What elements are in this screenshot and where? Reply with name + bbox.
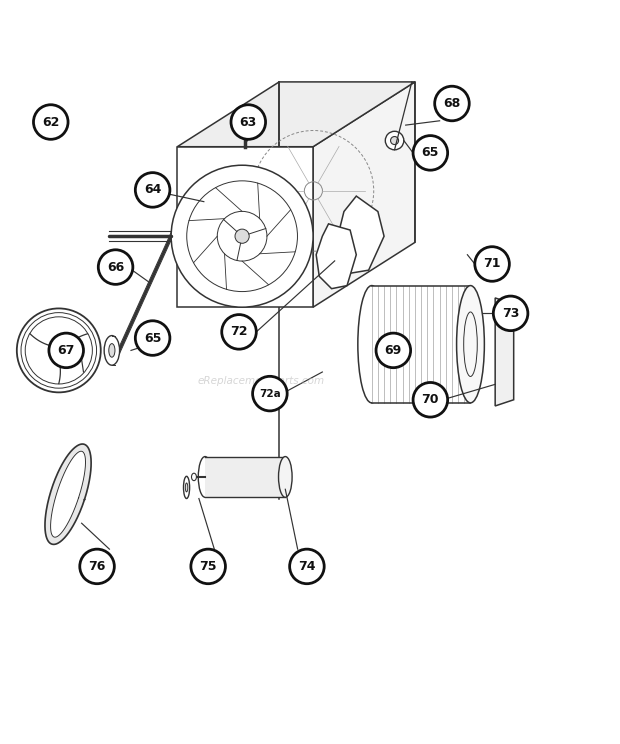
Circle shape [17,309,101,392]
Text: 66: 66 [107,260,124,274]
Text: 70: 70 [422,394,439,406]
Polygon shape [51,451,86,537]
Text: 62: 62 [42,115,60,129]
Circle shape [135,321,170,356]
Text: 65: 65 [422,147,439,159]
Ellipse shape [104,336,120,365]
Text: 72a: 72a [259,388,281,399]
Polygon shape [177,147,313,307]
Ellipse shape [456,286,484,403]
Circle shape [235,229,249,243]
Circle shape [475,247,510,281]
Text: 65: 65 [144,332,161,344]
Circle shape [50,341,68,359]
Text: 75: 75 [200,560,217,573]
Circle shape [290,549,324,584]
Ellipse shape [192,473,197,481]
Polygon shape [177,82,415,147]
Polygon shape [338,196,384,273]
Text: 74: 74 [298,560,316,573]
Text: 76: 76 [89,560,106,573]
Circle shape [413,135,448,170]
Text: eReplacementParts.com: eReplacementParts.com [197,376,324,386]
Ellipse shape [278,457,292,497]
Circle shape [135,173,170,207]
Ellipse shape [108,344,115,357]
Text: 69: 69 [384,344,402,357]
Circle shape [80,549,114,584]
Ellipse shape [391,137,399,144]
Circle shape [435,86,469,121]
Polygon shape [316,224,356,289]
Polygon shape [313,82,415,307]
Polygon shape [495,298,514,406]
Ellipse shape [184,476,190,498]
Circle shape [49,333,84,368]
Circle shape [494,296,528,330]
Circle shape [231,105,265,139]
Ellipse shape [185,483,188,492]
Text: 73: 73 [502,307,520,320]
Circle shape [252,376,287,411]
Circle shape [33,105,68,139]
Circle shape [191,549,226,584]
Circle shape [413,382,448,417]
Circle shape [376,333,410,368]
Ellipse shape [358,286,386,403]
Polygon shape [45,444,91,545]
Ellipse shape [198,457,212,497]
Circle shape [99,250,133,284]
Text: 67: 67 [58,344,75,357]
Text: 64: 64 [144,184,161,196]
Text: 68: 68 [443,97,461,110]
Circle shape [171,165,313,307]
Ellipse shape [385,131,404,150]
Bar [372,286,471,403]
Text: 63: 63 [240,115,257,129]
Bar [205,457,285,497]
Text: 71: 71 [484,257,501,271]
Text: 72: 72 [230,325,248,339]
Circle shape [222,315,256,349]
